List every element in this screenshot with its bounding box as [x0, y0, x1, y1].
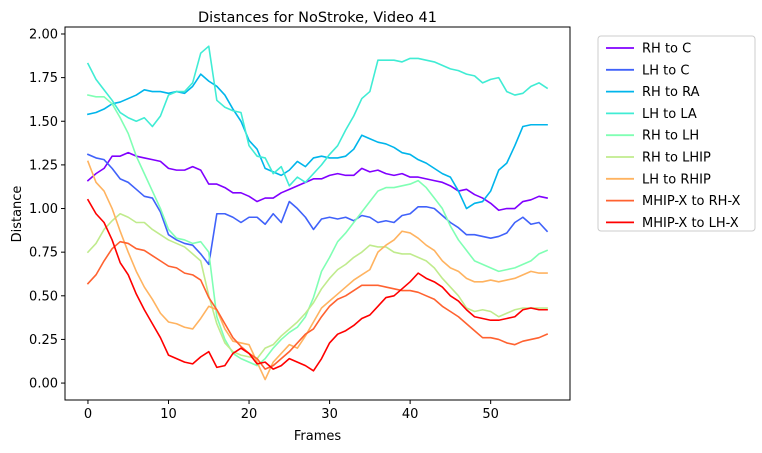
series-line-0 — [86, 151, 549, 212]
series-line-1 — [86, 153, 549, 266]
legend-frame — [597, 35, 756, 232]
legend-label-3: LH to LA — [642, 107, 697, 122]
y-tick-label: 1.25 — [29, 158, 58, 173]
series-line-3 — [86, 45, 549, 187]
y-axis-label: Distance — [10, 186, 25, 243]
legend-label-5: RH to LHIP — [642, 151, 711, 166]
legend-label-4: RH to LH — [642, 129, 699, 144]
legend-label-7: MHIP-X to RH-X — [642, 194, 740, 209]
chart-title: Distances for NoStroke, Video 41 — [198, 10, 437, 26]
y-tick-label: 0.00 — [29, 377, 58, 392]
series-line-8 — [86, 198, 548, 372]
series-line-5 — [86, 212, 548, 360]
y-tick-label: 0.50 — [29, 289, 58, 304]
y-axis: 0.00 0.25 0.50 0.75 1.00 1.25 1.50 1.75 2.00 — [29, 27, 65, 392]
x-tick-label: 10 — [160, 407, 177, 422]
y-tick-label: 1.75 — [29, 71, 58, 86]
legend-label-1: LH to C — [642, 63, 689, 78]
legend-label-6: LH to RHIP — [642, 172, 711, 187]
y-tick-label: 1.00 — [29, 202, 58, 217]
legend-label-0: RH to C — [642, 42, 691, 57]
series-line-6 — [86, 160, 548, 381]
x-tick-label: 40 — [402, 407, 419, 422]
legend-label-8: MHIP-X to LH-X — [642, 216, 739, 231]
x-tick-label: 20 — [241, 407, 258, 422]
series-line-7 — [86, 240, 549, 370]
series-line-4 — [86, 94, 549, 367]
legend: RH to C LH to C RH to RA LH to LA RH to LH RH… — [597, 35, 756, 232]
legend-label-2: RH to RA — [642, 85, 700, 100]
x-tick-label: 0 — [84, 407, 92, 422]
plot-lines — [86, 45, 549, 381]
series-line-2 — [86, 73, 548, 210]
plot-frame — [64, 26, 571, 401]
y-tick-label: 0.25 — [29, 333, 58, 348]
y-tick-label: 1.50 — [29, 115, 58, 130]
y-tick-label: 0.75 — [29, 246, 58, 261]
x-axis-label: Frames — [294, 429, 342, 444]
x-tick-label: 30 — [321, 407, 338, 422]
x-tick-label: 50 — [482, 407, 499, 422]
x-axis: 0 10 20 30 40 50 — [84, 400, 499, 422]
y-tick-label: 2.00 — [29, 27, 58, 42]
